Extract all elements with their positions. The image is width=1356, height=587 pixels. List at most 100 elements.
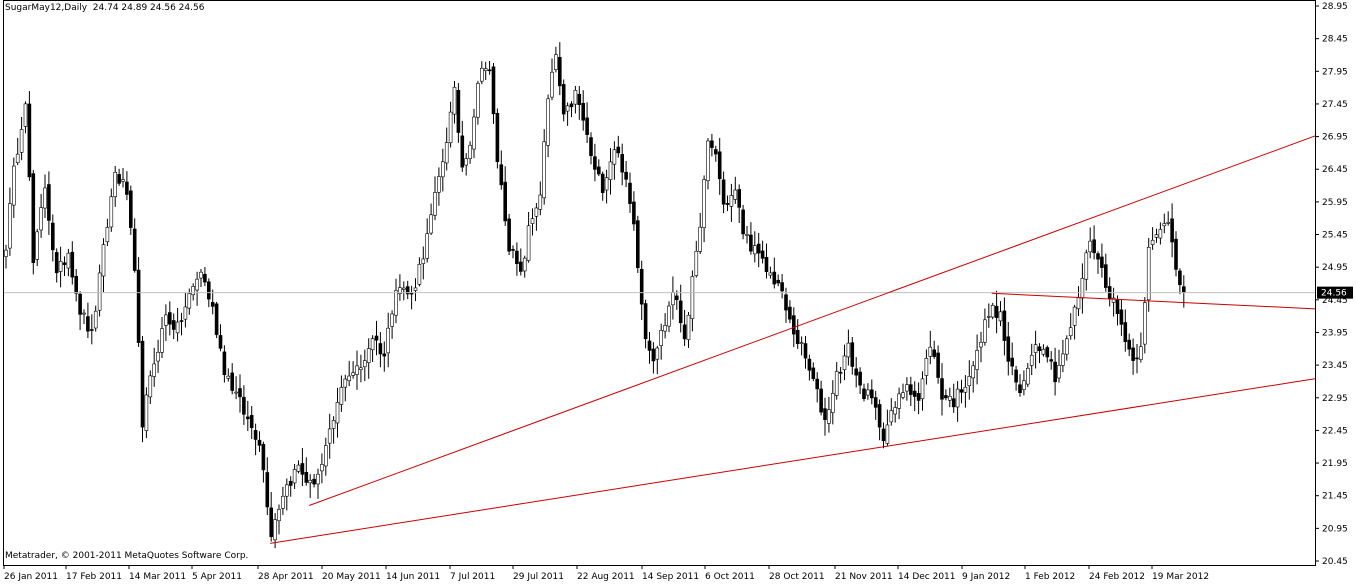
candle-body (125, 181, 129, 195)
candle-body (207, 281, 211, 300)
candle (780, 274, 784, 299)
candle-body (842, 355, 847, 370)
candle (698, 212, 703, 255)
candle (1065, 335, 1069, 361)
candle-body (199, 271, 203, 279)
x-tick-label: 28 Oct 2011 (769, 572, 825, 582)
candle (1127, 333, 1131, 357)
candle-body (187, 293, 192, 309)
candle (440, 148, 445, 192)
candle-body (1061, 353, 1065, 366)
candle (230, 363, 234, 395)
candle-body (557, 57, 562, 87)
candle (362, 349, 367, 382)
y-tick-label: 20.45 (1322, 557, 1348, 567)
candle-body (19, 129, 24, 153)
y-tick-label: 25.95 (1322, 198, 1348, 208)
candle (1100, 243, 1104, 278)
candle-body (963, 386, 968, 393)
candle-body (511, 249, 515, 251)
candle-body (749, 234, 753, 252)
candle-body (1158, 229, 1163, 239)
trendline-upper-resistance[interactable] (309, 135, 1316, 506)
candle-body (417, 264, 422, 285)
candle (1026, 363, 1030, 388)
candle-body (58, 261, 63, 272)
candle (398, 274, 402, 301)
candle-body (343, 378, 348, 388)
candle-body (604, 177, 609, 191)
candle-body (546, 98, 550, 146)
candle-body (799, 342, 804, 345)
candle (706, 138, 710, 190)
candle-body (717, 151, 722, 180)
candle (858, 367, 862, 395)
candle-body (452, 86, 457, 115)
chart-header: SugarMay12,Daily 24.74 24.89 24.56 24.56 (5, 3, 204, 13)
candle (1053, 347, 1057, 396)
candle-body (62, 262, 67, 265)
candle (518, 248, 523, 276)
candle-body (105, 227, 110, 243)
candle-body (195, 278, 199, 291)
candle-body (624, 171, 628, 180)
trendline-lower-support[interactable] (270, 378, 1316, 544)
candle (132, 218, 137, 273)
candle-body (651, 348, 656, 362)
x-tick-label: 22 Aug 2011 (577, 572, 635, 582)
candle-body (308, 479, 313, 484)
candle (308, 474, 313, 498)
candle (35, 228, 40, 267)
candle (452, 81, 457, 124)
candle (105, 218, 110, 247)
candle-body (589, 137, 593, 157)
candle-body (39, 207, 43, 231)
candle (1057, 349, 1061, 383)
candle-body (440, 161, 445, 178)
candle-body (788, 306, 792, 320)
candle-body (203, 273, 207, 283)
candle (955, 381, 960, 422)
candle (819, 380, 823, 416)
candle-body (834, 371, 839, 396)
candle (1061, 339, 1065, 373)
candle-body (370, 338, 375, 351)
candle-body (183, 306, 188, 320)
candle-body (518, 261, 523, 272)
candle-body (1146, 247, 1151, 301)
candle (647, 332, 652, 364)
candle (799, 336, 804, 356)
candle (721, 171, 726, 214)
candle-body (667, 305, 671, 327)
candle-body (550, 71, 554, 98)
candle-body (374, 335, 379, 341)
candle-body (756, 243, 761, 254)
candle (1096, 251, 1100, 274)
candle-body (261, 444, 266, 471)
candle (546, 94, 550, 158)
candle-body (253, 430, 258, 440)
candle (109, 188, 114, 232)
candle (628, 172, 632, 213)
candle-body (612, 149, 617, 165)
candle (117, 168, 121, 186)
candle (1072, 304, 1077, 340)
candle (300, 447, 305, 487)
candle (612, 141, 617, 180)
candle (1170, 203, 1174, 258)
candle-body (596, 166, 601, 175)
candle-body (117, 174, 121, 184)
trendline-horizontal-resistance[interactable] (991, 292, 1316, 310)
candle (686, 312, 691, 348)
candle (928, 330, 933, 365)
candle-body (1088, 240, 1092, 253)
candle-body (542, 141, 547, 199)
candle-body (113, 172, 117, 197)
candle (472, 108, 476, 159)
candle (1104, 253, 1108, 292)
trendlines-layer (4, 135, 1316, 544)
candle (561, 79, 566, 122)
candle-body (725, 203, 730, 205)
candle-body (269, 507, 274, 537)
candle (351, 361, 355, 379)
